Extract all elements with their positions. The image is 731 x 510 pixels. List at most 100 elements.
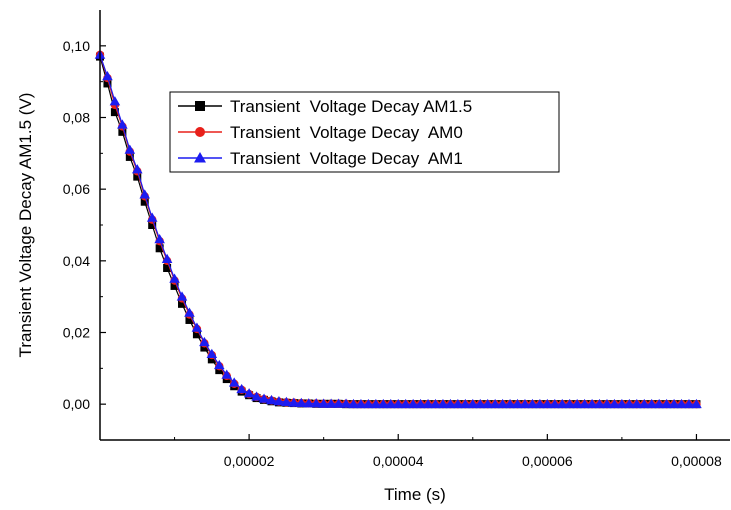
data-point: [266, 394, 277, 405]
y-tick-label: 0,10: [63, 38, 90, 54]
data-point: [213, 359, 225, 370]
data-point: [624, 398, 635, 409]
x-tick-label: 0,00008: [671, 453, 722, 469]
data-point: [430, 398, 441, 409]
data-point: [586, 398, 598, 409]
data-point: [102, 71, 113, 81]
data-point: [392, 398, 404, 409]
data-point: [236, 383, 247, 394]
data-point: [467, 398, 479, 409]
data-point: [117, 119, 128, 129]
data-point: [683, 398, 695, 409]
data-point: [400, 398, 411, 409]
legend-label: Transient Voltage Decay AM0: [230, 123, 463, 142]
data-point: [207, 355, 216, 364]
data-point: [170, 281, 179, 290]
data-point: [124, 144, 136, 154]
legend-marker: [195, 101, 205, 111]
legend-label: Transient Voltage Decay AM1.5: [230, 97, 472, 116]
data-point: [385, 398, 397, 409]
data-point: [191, 322, 203, 332]
data-point: [638, 398, 650, 409]
y-tick-label: 0,06: [63, 181, 90, 197]
y-axis-title: Transient Voltage Decay AM1.5 (V): [16, 93, 35, 358]
data-point: [273, 396, 285, 406]
data-point: [609, 398, 620, 409]
data-point: [370, 398, 382, 409]
data-point: [296, 397, 307, 408]
data-point: [125, 152, 134, 161]
legend-box: [169, 91, 560, 173]
data-point: [318, 398, 329, 408]
data-point: [243, 388, 255, 398]
x-axis-title: Time (s): [384, 485, 446, 504]
data-point: [131, 164, 143, 174]
y-tick-label: 0,00: [63, 396, 90, 412]
legend-label: Transient Voltage Decay AM1: [230, 149, 463, 168]
legend-marker: [195, 127, 205, 137]
y-tick-label: 0,08: [63, 110, 90, 126]
data-point: [616, 398, 628, 409]
data-point: [512, 398, 523, 409]
data-point: [631, 398, 643, 409]
data-point: [103, 79, 112, 88]
legend-entry: Transient Voltage Decay AM1: [178, 149, 463, 168]
data-point: [542, 398, 553, 409]
data-point: [200, 343, 209, 352]
data-point: [110, 108, 119, 117]
data-point: [497, 398, 508, 409]
data-point: [118, 127, 127, 136]
data-point: [333, 398, 344, 408]
data-point: [325, 398, 337, 408]
data-point: [519, 398, 531, 409]
data-point: [258, 393, 270, 403]
data-point: [594, 398, 605, 409]
data-point: [564, 398, 575, 409]
data-point: [192, 330, 201, 339]
series-triangle: [94, 49, 702, 409]
data-point: [534, 398, 546, 409]
ticks-layer: 0,00 0,02 0,04 0,06 0,08 0,10 0,00002 0,00004 0,…: [63, 38, 722, 469]
data-point: [310, 398, 322, 408]
data-point: [661, 398, 672, 409]
data-point: [489, 398, 501, 409]
data-point: [140, 197, 149, 206]
x-tick-label: 0,00002: [224, 453, 275, 469]
y-tick-label: 0,02: [63, 325, 90, 341]
data-point: [504, 398, 516, 409]
data-point: [646, 398, 658, 409]
series-layer: [94, 49, 702, 409]
data-point: [154, 234, 165, 244]
data-point: [668, 398, 680, 409]
legend-marker: [194, 152, 206, 163]
data-point: [474, 398, 486, 409]
data-point: [148, 221, 157, 229]
data-point: [556, 398, 568, 409]
data-point: [407, 398, 419, 409]
data-point: [571, 398, 583, 409]
data-point: [155, 244, 164, 253]
data-point: [178, 299, 187, 308]
data-point: [355, 398, 367, 409]
data-point: [184, 307, 195, 317]
data-point: [146, 212, 158, 222]
data-point: [303, 398, 315, 408]
x-tick-label: 0,00006: [522, 453, 573, 469]
data-point: [251, 391, 262, 401]
y-tick-label: 0,04: [63, 253, 90, 269]
data-point: [482, 398, 493, 409]
data-point: [378, 398, 389, 409]
data-point: [422, 398, 434, 409]
data-point: [653, 398, 665, 409]
data-point: [288, 397, 300, 407]
legend-entry: Transient Voltage Decay AM1.5: [178, 97, 472, 116]
legend: Transient Voltage Decay AM1.5 Transient V…: [169, 91, 560, 173]
data-point: [676, 398, 687, 409]
data-point: [527, 398, 538, 409]
data-point: [460, 398, 471, 409]
data-point: [109, 96, 121, 106]
data-point: [281, 396, 292, 406]
legend-entry: Transient Voltage Decay AM0: [178, 123, 463, 142]
